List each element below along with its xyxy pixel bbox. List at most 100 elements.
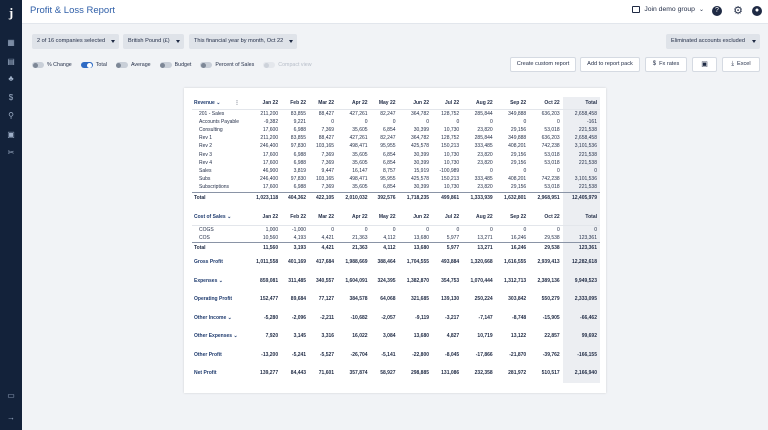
- value-cell: -2,096: [291, 314, 307, 321]
- value-cell: 401,169: [288, 259, 307, 266]
- toggle-budget[interactable]: Budget: [159, 62, 191, 68]
- value-cell: 1,382,870: [406, 277, 430, 284]
- value-cell: 4,193: [293, 234, 307, 241]
- column-header: Jan 22: [262, 213, 279, 220]
- top-header: Profit & Loss Report Join demo group ⌄ ?…: [22, 0, 768, 24]
- value-cell: -5,280: [263, 314, 279, 321]
- calculator-icon[interactable]: ▭: [7, 391, 15, 400]
- period-filter[interactable]: This financial year by month, Oct 22: [189, 34, 298, 49]
- revenue-section-header[interactable]: Revenue ⌄ ⋮: [194, 99, 240, 106]
- dollar-icon[interactable]: $: [8, 93, 14, 102]
- logout-arrow-icon[interactable]: →: [7, 413, 15, 422]
- value-cell: 510,517: [541, 370, 560, 377]
- help-icon[interactable]: ?: [712, 6, 722, 16]
- fx-rates-button[interactable]: $ Fx rates: [645, 57, 687, 72]
- toggle-percent-change[interactable]: % Change: [32, 62, 72, 68]
- expand-chevron-icon[interactable]: ⌄: [217, 277, 223, 284]
- value-cell: 392,576: [370, 191, 399, 204]
- summary-row[interactable]: Other Income ⌄ -5,280 -2,096 -2,211 -10,682 -…: [192, 308, 600, 328]
- table-row: COS 10,560 4,193 4,421 21,363 4,112 13,680 5,97…: [192, 233, 600, 243]
- summary-row: Other Profit -13,200 -5,241 -5,527 -26,704 -5…: [192, 345, 600, 365]
- total-cell: 99,692: [562, 327, 600, 346]
- eliminated-accounts-filter[interactable]: Eliminated accounts excluded: [666, 34, 760, 49]
- toggle-switch[interactable]: [200, 62, 213, 68]
- people-icon[interactable]: ♣: [8, 74, 14, 83]
- toggle-switch[interactable]: [80, 62, 93, 68]
- row-label-text: Subs: [199, 176, 211, 183]
- value-cell: 83,855: [290, 135, 307, 142]
- total-cell: 221,538: [562, 158, 600, 167]
- value-cell: 10,730: [443, 159, 460, 166]
- total-cell: 123,361: [562, 241, 600, 254]
- excel-export-button[interactable]: ⤓ Excel: [722, 57, 760, 72]
- toggle-average[interactable]: Average: [115, 62, 151, 68]
- toggle-percent-of-sales[interactable]: Percent of Sales: [200, 62, 254, 68]
- gear-icon[interactable]: ⚙: [733, 5, 743, 17]
- cost-section-header[interactable]: Cost of Sales ⌄: [194, 213, 232, 220]
- total-cell: 0: [562, 224, 600, 234]
- value-cell: -2,057: [381, 314, 396, 321]
- toggle-switch[interactable]: [159, 62, 172, 68]
- expand-chevron-icon[interactable]: ⌄: [232, 333, 238, 340]
- total-cell: 3,101,536: [562, 142, 600, 151]
- column-header: Mar 22: [318, 99, 335, 106]
- value-cell: 4,421: [321, 234, 335, 241]
- summary-row[interactable]: Expenses ⌄ 859,081 311,485 340,557 1,604,091…: [192, 271, 600, 291]
- row-label-text: Total: [194, 194, 206, 201]
- app-logo-icon[interactable]: j: [8, 5, 14, 20]
- value-cell: 17,600: [262, 159, 279, 166]
- total-cell: -161: [562, 117, 600, 126]
- value-cell: -17,866: [475, 351, 493, 358]
- value-cell: -8,045: [445, 351, 460, 358]
- print-button[interactable]: ▣: [692, 57, 717, 72]
- table-row: COGS 1,000 -1,000 0 0 0 0 0 0 0 0 0: [192, 224, 600, 234]
- value-cell: 88,427: [318, 135, 335, 142]
- page-title: Profit & Loss Report: [30, 5, 116, 16]
- companies-filter[interactable]: 2 of 16 companies selected: [32, 34, 120, 49]
- grid-icon[interactable]: ▦: [7, 38, 15, 47]
- user-avatar-icon[interactable]: ●: [752, 6, 762, 16]
- value-cell: 340,557: [315, 277, 335, 284]
- value-cell: 82,247: [380, 135, 396, 142]
- value-cell: 2,968,951: [529, 191, 563, 204]
- value-cell: 1,000: [248, 224, 282, 234]
- left-nav-rail: j ▦ ▤ ♣ $ ⚲ ▣ ✂ ▭ →: [0, 0, 22, 430]
- value-cell: 6,988: [293, 151, 307, 158]
- table-row: Rev 4 17,600 6,988 7,369 35,605 6,854 30,399 10…: [192, 158, 600, 167]
- row-label: Total: [192, 191, 248, 204]
- value-cell: -7,147: [478, 314, 493, 321]
- dashboard-icon[interactable]: ▤: [7, 57, 15, 66]
- summary-row[interactable]: Other Expenses ⌄ 7,920 3,145 3,316 16,022 3,0…: [192, 327, 600, 346]
- currency-filter[interactable]: British Pound (£): [123, 34, 184, 49]
- toggle-label: % Change: [47, 62, 72, 68]
- value-cell: 103,165: [315, 143, 335, 150]
- value-cell: 53,018: [544, 159, 560, 166]
- value-cell: 2,389,136: [537, 277, 560, 284]
- summary-row: Operating Profit 152,477 89,684 77,127 384,5…: [192, 290, 600, 309]
- total-cell: 123,361: [562, 233, 600, 243]
- toggle-switch[interactable]: [32, 62, 44, 68]
- value-cell: 10,730: [443, 126, 460, 133]
- expand-chevron-icon[interactable]: ⌄: [226, 314, 232, 321]
- value-cell: -9,119: [415, 314, 430, 321]
- value-cell: 29,538: [529, 241, 563, 254]
- summary-row: Net Profit 139,277 84,443 71,601 357,874 58,9…: [192, 364, 600, 383]
- value-cell: 2,010,032: [337, 191, 371, 204]
- value-cell: 246,400: [260, 176, 279, 183]
- value-cell: -100,989: [439, 167, 460, 174]
- value-cell: 29,156: [510, 151, 527, 158]
- hierarchy-icon[interactable]: ⚲: [8, 111, 14, 120]
- value-cell: 0: [309, 224, 338, 234]
- tools-icon[interactable]: ✂: [7, 148, 15, 157]
- toggle-switch[interactable]: [115, 62, 128, 68]
- toggle-total[interactable]: Total: [80, 62, 107, 68]
- create-custom-report-button[interactable]: Create custom report: [510, 57, 576, 72]
- value-cell: 30,399: [413, 184, 430, 191]
- report-icon[interactable]: ▣: [7, 130, 15, 139]
- kebab-menu-icon[interactable]: ⋮: [234, 99, 240, 106]
- row-label: Rev 3: [192, 151, 248, 159]
- organisation-selector[interactable]: Join demo group ⌄: [632, 6, 704, 13]
- value-cell: 128,752: [441, 135, 460, 142]
- table-row: Accounts Payable -9,382 9,221 0 0 0 0 0 0 0 0 -161: [192, 117, 600, 126]
- add-to-report-pack-button[interactable]: Add to report pack: [580, 57, 640, 72]
